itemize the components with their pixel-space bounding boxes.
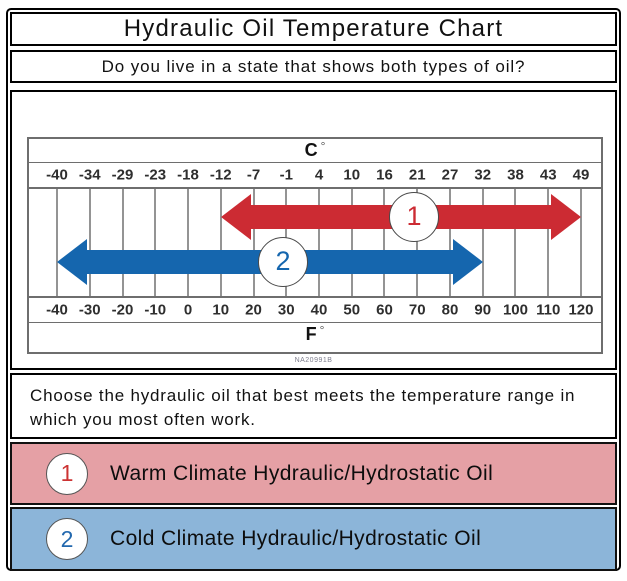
gridline [547,189,550,296]
fahrenheit-tick-label: 60 [376,301,393,319]
gridline [350,189,353,296]
legend-label-cold: Cold Climate Hydraulic/Hydrostatic Oil [110,527,482,550]
celsius-tick-label: -12 [209,166,232,184]
fahrenheit-tick-label: 10 [212,301,230,319]
celsius-tick-label: -23 [144,166,167,184]
gridline [579,189,582,296]
celsius-tick-label: 27 [441,166,459,184]
celsius-tick-label: -40 [46,166,68,184]
legend-number-1: 1 [60,460,74,486]
celsius-tick-label: 4 [314,166,324,184]
fahrenheit-tick-label: 20 [245,301,262,319]
celsius-axis-title: C ° [29,139,601,163]
right-arrowhead-icon [452,238,483,285]
question-bar: Do you live in a state that shows both t… [10,50,617,83]
legend-item-cold-climate-oil: 2 Cold Climate Hydraulic/Hydrostatic Oil [10,507,617,571]
fahrenheit-tick-label: 30 [277,301,295,319]
temperature-scale-box: C ° -40 -34 -29 -23 -18 -12 -7 -1 4 10 16 21 27 32 38 43… [27,137,603,354]
fahrenheit-tick-label: 100 [502,301,528,319]
legend-item-warm-climate-oil: 1 Warm Climate Hydraulic/Hydrostatic Oil [10,442,617,505]
fahrenheit-tick-label: 40 [310,301,328,319]
arrow-number-circle-2: 2 [257,236,308,287]
title-bar: Hydraulic Oil Temperature Chart [10,12,617,46]
celsius-tick-label: -29 [111,166,134,184]
gridline [416,189,419,296]
gridline [448,189,451,296]
fahrenheit-tick-label: 120 [568,301,594,319]
celsius-axis-letter: C [304,140,318,160]
legend-number-circle-1: 1 [46,452,88,495]
outer-frame: Hydraulic Oil Temperature Chart Do you l… [6,8,621,571]
chart-section: C ° -40 -34 -29 -23 -18 -12 -7 -1 4 10 16 21 27 32 38 43… [10,90,617,370]
legend-number-circle-2: 2 [46,518,88,560]
arrow-number-circle-1: 1 [388,191,439,242]
question-text: Do you live in a state that shows both t… [101,56,526,76]
fahrenheit-tick-label: -40 [46,301,68,319]
celsius-tick-label: -34 [78,166,101,184]
left-arrowhead-icon [220,193,251,240]
celsius-tick-label: -1 [279,166,293,184]
gridline [88,189,91,296]
fahrenheit-tick-row: -40 -30 -20 -10 0 10 20 30 40 50 60 70 80 90 100 110 120 [29,296,601,322]
fahrenheit-tick-label: 50 [343,301,361,319]
figure-code: NA20991B [294,357,333,364]
degree-icon: ° [320,138,326,153]
celsius-tick-label: -18 [177,166,199,184]
fahrenheit-tick-label: 110 [536,301,561,319]
celsius-tick-label: 38 [507,166,524,184]
celsius-tick-label: 21 [408,166,426,184]
celsius-tick-label: -7 [246,166,261,184]
celsius-tick-label: 10 [343,166,361,184]
gridline [514,189,517,296]
gridline [219,189,222,296]
fahrenheit-axis-letter: F [305,324,317,344]
gridline [318,189,320,296]
fahrenheit-axis-title: F ° [29,322,601,346]
gridline [187,189,190,296]
legend-label-warm: Warm Climate Hydraulic/Hydrostatic Oil [110,461,494,485]
fahrenheit-tick-label: -20 [111,301,134,319]
gridline [481,189,484,296]
degree-icon: ° [319,322,325,337]
page-title: Hydraulic Oil Temperature Chart [123,15,504,42]
celsius-tick-label: 49 [572,166,590,184]
celsius-tick-row: -40 -34 -29 -23 -18 -12 -7 -1 4 10 16 21 27 32 38 43 49 [29,163,601,189]
celsius-tick-label: 32 [474,166,492,184]
gridline [121,189,124,296]
left-arrowhead-icon [57,238,88,285]
fahrenheit-tick-label: 0 [183,301,193,319]
gridline [252,189,255,296]
fahrenheit-tick-label: 70 [408,301,426,319]
fahrenheit-tick-label: 90 [474,301,492,319]
gridline [383,189,386,296]
fahrenheit-tick-label: 80 [441,301,459,319]
celsius-tick-label: 16 [376,166,393,184]
instruction-box: Choose the hydraulic oil that best meets… [10,373,617,439]
fahrenheit-tick-label: -10 [144,301,167,319]
right-arrowhead-icon [550,193,581,240]
instruction-text: Choose the hydraulic oil that best meets… [30,386,576,429]
gridline [154,189,157,296]
celsius-tick-label: 43 [539,166,557,184]
legend-number-2: 2 [60,525,74,552]
fahrenheit-tick-label: -30 [78,301,101,319]
